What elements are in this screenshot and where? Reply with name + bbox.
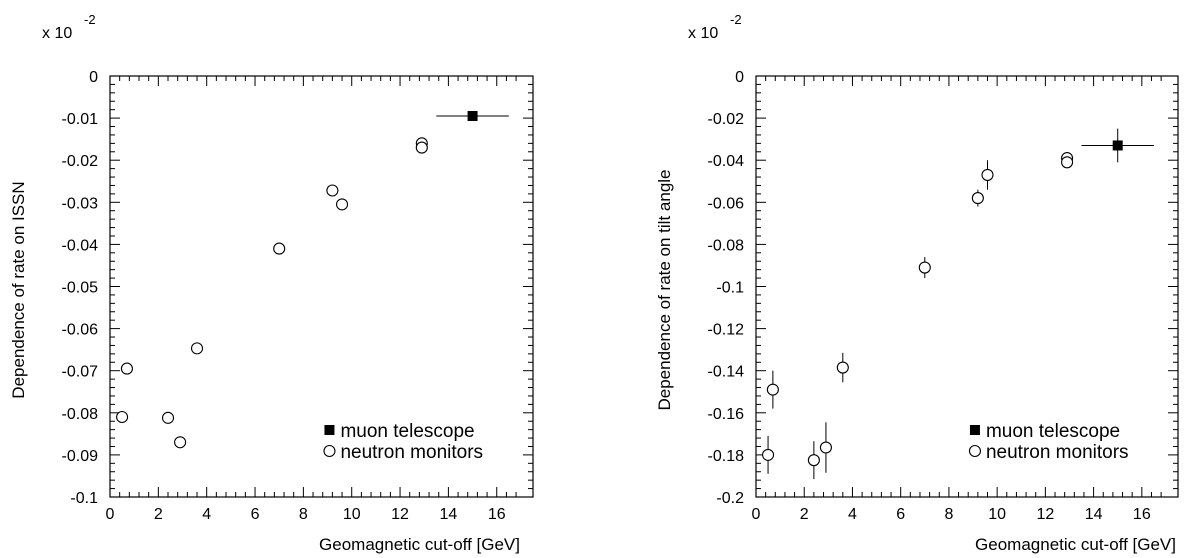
y-axis-label: Dependence of rate on ISSN (9, 181, 28, 398)
y-tick-label: -0.05 (62, 280, 99, 297)
neutron-monitor-point (190, 342, 204, 355)
scale-prefix: x 10 (42, 25, 72, 42)
x-tick-label: 12 (391, 506, 409, 523)
x-tick-label: 16 (488, 506, 506, 523)
x-tick-label: 16 (1133, 506, 1151, 523)
y-tick-label: -0.08 (708, 237, 745, 254)
scale-exponent: -2 (84, 12, 96, 27)
neutron-monitor-point (981, 168, 994, 181)
scale-exponent: -2 (730, 12, 742, 27)
neutron-monitor-point (807, 454, 820, 467)
panel-issn: x 10 -2 0 2 4 6 8 10 12 14 16 0 -0.01 -0.02 -0.03 -0.… (9, 12, 534, 554)
x-tick-label: 10 (343, 506, 361, 523)
y-tick-label: -0.14 (708, 364, 745, 381)
neutron-monitor-point (161, 411, 175, 424)
neutron-monitor-point (326, 184, 339, 197)
neutron-monitor-point (766, 383, 779, 396)
neutron-monitor-point (836, 361, 849, 374)
x-tick-label: 8 (299, 506, 308, 523)
muon-telescope-point (1112, 140, 1123, 151)
y-tick-label: -0.09 (62, 448, 99, 465)
neutron-monitor-point (335, 198, 349, 211)
neutron-monitor-point (415, 141, 428, 154)
legend-marker-square (324, 425, 335, 435)
y-tick-label: -0.1 (70, 490, 98, 507)
muon-telescope-point (467, 110, 478, 121)
y-tick-label: -0.03 (62, 195, 99, 212)
legend-marker-square (969, 425, 980, 435)
x-tick-label: 0 (752, 506, 761, 523)
y-tick-label: 0 (89, 69, 98, 86)
x-tick-label: 8 (944, 506, 953, 523)
neutron-monitor-point (116, 410, 129, 424)
neutron-monitor-point (762, 448, 775, 461)
neutron-monitor-point (918, 261, 931, 274)
x-axis-label: Geomagnetic cut-off [GeV] (319, 535, 520, 554)
x-axis-label: Geomagnetic cut-off [GeV] (975, 535, 1176, 554)
x-tick-label: 14 (1085, 506, 1103, 523)
panel-tilt: x 10 -2 0 2 4 6 8 10 12 14 16 0 -0.02 -0.04 -0.06 -0.… (655, 12, 1179, 554)
legend-label: neutron monitors (986, 442, 1129, 463)
x-tick-label: 10 (988, 506, 1006, 523)
x-tick-label: 6 (251, 506, 260, 523)
x-tick-label: 2 (154, 506, 163, 523)
legend-label: neutron monitors (340, 442, 483, 463)
y-tick-label: -0.02 (62, 153, 99, 170)
legend-marker-circle (968, 444, 982, 458)
x-tick-label: 12 (1036, 506, 1054, 523)
legend-label: muon telescope (986, 421, 1120, 442)
x-tick-label: 4 (848, 506, 857, 523)
neutron-monitor-point (273, 242, 286, 255)
neutron-monitor-point (819, 441, 832, 454)
x-tick-label: 2 (800, 506, 809, 523)
neutron-monitor-point (174, 436, 187, 449)
y-tick-label: -0.04 (708, 153, 745, 170)
y-tick-label: -0.06 (62, 322, 99, 339)
y-tick-label: -0.2 (716, 490, 744, 507)
y-tick-label: 0 (735, 69, 744, 86)
y-tick-label: -0.12 (708, 322, 745, 339)
neutron-monitor-point (120, 362, 133, 375)
y-tick-label: -0.16 (708, 406, 745, 423)
y-tick-label: -0.04 (62, 237, 99, 254)
y-tick-label: -0.1 (716, 280, 744, 297)
y-tick-label: -0.08 (62, 406, 99, 423)
y-tick-label: -0.06 (708, 195, 745, 212)
x-tick-label: 6 (896, 506, 905, 523)
x-tick-label: 0 (106, 506, 115, 523)
x-tick-label: 4 (202, 506, 211, 523)
y-tick-label: -0.18 (708, 448, 745, 465)
scale-prefix: x 10 (688, 25, 718, 42)
x-tick-label: 14 (440, 506, 458, 523)
neutron-monitor-point (1061, 156, 1074, 169)
legend-marker-circle (323, 444, 336, 458)
y-tick-label: -0.01 (62, 111, 99, 128)
y-tick-label: -0.07 (62, 364, 99, 381)
neutron-monitor-point (971, 192, 984, 205)
y-tick-label: -0.02 (708, 111, 745, 128)
legend-label: muon telescope (340, 421, 474, 442)
y-axis-label: Dependence of rate on tilt angle (655, 169, 674, 410)
